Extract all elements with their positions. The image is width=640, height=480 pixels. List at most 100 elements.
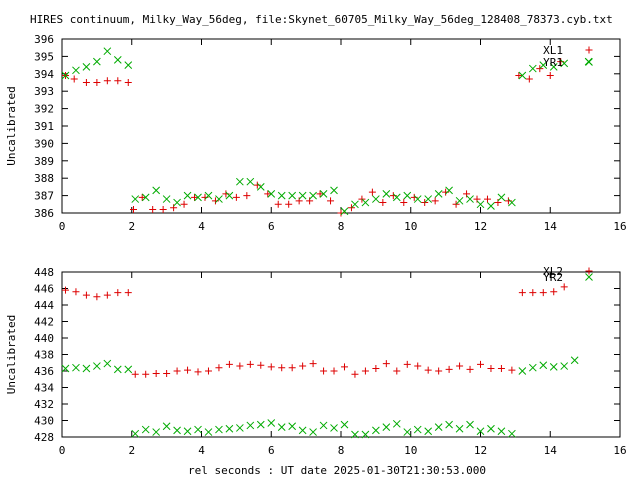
x-tick-label: 0 — [59, 220, 66, 233]
x-tick-label: 6 — [268, 220, 275, 233]
data-point-xl1 — [82, 79, 90, 86]
data-point-xl1 — [93, 79, 101, 86]
data-point-xl2 — [278, 364, 286, 372]
y-tick-label: 390 — [34, 137, 54, 150]
data-point-xl2 — [518, 289, 526, 297]
series-yr1 — [61, 47, 593, 216]
data-point-xl2 — [340, 363, 348, 371]
data-point-yr2 — [61, 364, 70, 373]
data-point-yr1 — [508, 198, 516, 207]
data-point-xl2 — [393, 367, 401, 375]
legend-label: XL2 — [543, 265, 563, 278]
data-point-xl2 — [309, 360, 317, 368]
data-point-xl2 — [114, 289, 122, 297]
data-point-yr1 — [103, 47, 112, 56]
x-tick-label: 0 — [59, 444, 66, 457]
data-point-xl1 — [159, 206, 167, 214]
data-point-yr1 — [204, 191, 213, 200]
data-point-xl2 — [236, 362, 244, 370]
data-point-yr1 — [141, 193, 150, 202]
data-point-xl2 — [82, 291, 90, 299]
data-point-xl1 — [431, 197, 439, 205]
data-point-yr1 — [319, 190, 328, 198]
data-point-xl1 — [400, 199, 408, 207]
data-point-yr1 — [497, 193, 506, 202]
y-tick-label: 391 — [34, 120, 54, 133]
data-point-xl2 — [194, 368, 202, 376]
data-point-xl2 — [124, 289, 132, 297]
data-point-xl1 — [138, 193, 146, 201]
data-point-yr2 — [225, 424, 234, 433]
data-point-yr1 — [124, 61, 133, 69]
data-point-xl1 — [232, 193, 240, 201]
data-point-yr1 — [340, 207, 349, 216]
data-point-yr1 — [152, 186, 161, 195]
data-point-yr2 — [508, 429, 516, 438]
data-point-yr2 — [455, 424, 464, 433]
data-point-yr1 — [330, 186, 338, 195]
data-point-yr2 — [309, 428, 317, 436]
data-point-yr2 — [152, 428, 161, 436]
x-tick-label: 10 — [404, 220, 417, 233]
data-point-yr2 — [246, 421, 255, 430]
data-point-xl2 — [330, 367, 338, 375]
data-point-xl2 — [215, 364, 223, 372]
data-point-yr1 — [392, 193, 401, 202]
x-tick-label: 2 — [128, 220, 135, 233]
data-point-xl1 — [70, 75, 78, 83]
data-point-yr2 — [372, 426, 380, 435]
data-point-xl2 — [477, 360, 484, 368]
data-point-xl2 — [435, 367, 443, 375]
data-point-yr1 — [277, 191, 286, 200]
bottom-panel-xl2-yr2: 0 2 4 6 8 10 12 14 16 428 430 432 434 436 438 440 442 444… — [5, 265, 627, 457]
data-point-yr2 — [319, 421, 328, 430]
data-point-yr1 — [487, 202, 495, 210]
data-point-yr1 — [424, 195, 433, 203]
data-point-xl1 — [243, 192, 251, 200]
y-tick-label: 396 — [34, 33, 54, 46]
data-point-xl1 — [379, 199, 387, 207]
data-point-yr2 — [424, 427, 433, 436]
data-point-xl2 — [560, 283, 568, 291]
y-tick-label: 432 — [34, 398, 54, 411]
data-point-yr1 — [549, 62, 558, 71]
data-point-yr1 — [382, 190, 391, 198]
x-axis-label: rel seconds : UT date 2025-01-30T21:30:5… — [188, 464, 486, 477]
data-point-yr1 — [476, 200, 485, 209]
data-point-xl1 — [306, 197, 314, 205]
data-point-xl2 — [372, 365, 380, 373]
x-tick-label: 16 — [613, 444, 626, 457]
data-point-yr1 — [162, 195, 171, 203]
data-point-yr2 — [518, 367, 527, 375]
data-point-xl2 — [204, 367, 212, 375]
data-point-yr1 — [61, 71, 70, 80]
data-point-yr2 — [215, 425, 223, 434]
y-tick-label: 446 — [34, 283, 54, 296]
data-point-yr1 — [267, 190, 276, 198]
data-point-yr1 — [236, 177, 244, 186]
x-tick-label: 12 — [474, 444, 487, 457]
data-point-xl1 — [170, 204, 178, 212]
data-point-yr1 — [215, 195, 223, 203]
data-point-xl2 — [382, 360, 390, 368]
data-point-xl2 — [424, 366, 432, 374]
data-point-xl2 — [184, 366, 192, 374]
data-point-xl2 — [445, 365, 453, 373]
data-point-xl2 — [539, 289, 547, 297]
data-point-xl2 — [466, 365, 474, 373]
data-point-xl1 — [264, 190, 272, 198]
x-tick-label: 12 — [474, 220, 487, 233]
data-point-yr1 — [113, 56, 122, 64]
data-point-xl1 — [525, 75, 533, 83]
data-point-yr2 — [570, 356, 579, 365]
y-tick-label: 392 — [34, 103, 54, 116]
plot-frame — [61, 271, 621, 438]
data-point-yr2 — [434, 423, 443, 431]
data-point-xl1 — [463, 190, 471, 198]
data-point-yr1 — [72, 66, 80, 75]
y-tick-label: 444 — [34, 299, 54, 312]
legend-marker-xl1 — [585, 46, 593, 54]
data-point-yr1 — [539, 61, 548, 69]
y-tick-label: 430 — [34, 415, 54, 428]
